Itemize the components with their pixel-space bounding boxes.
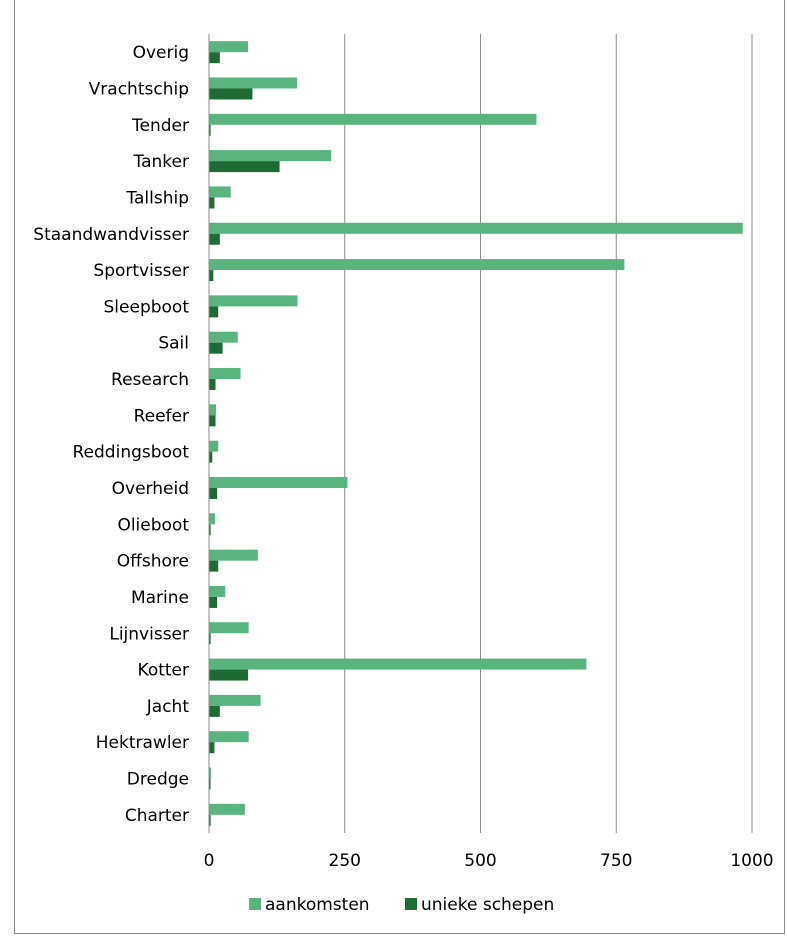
bar-aankomsten	[209, 41, 249, 53]
category-label: Tender	[131, 116, 189, 136]
bar-unieke-schepen	[209, 669, 249, 681]
bar-aankomsten	[209, 222, 743, 234]
bar-aankomsten	[209, 259, 625, 271]
bar-unieke-schepen	[209, 197, 215, 209]
bar-unieke-schepen	[209, 560, 219, 572]
bar-aankomsten	[209, 440, 219, 452]
bar-unieke-schepen	[209, 487, 218, 499]
category-label: Vrachtschip	[89, 79, 189, 99]
x-tick-label: 0	[204, 851, 215, 871]
x-tick-label: 1000	[730, 851, 773, 871]
bar-aankomsten	[209, 404, 217, 416]
category-label: Charter	[125, 806, 189, 826]
category-label: Marine	[131, 588, 189, 608]
bar-unieke-schepen	[209, 342, 223, 354]
bar-aankomsten	[209, 767, 212, 779]
bar-aankomsten	[209, 368, 241, 380]
category-label: Overig	[133, 43, 189, 63]
bar-aankomsten	[209, 476, 348, 488]
category-label: Hektrawler	[96, 733, 189, 753]
category-label: Sleepboot	[104, 297, 190, 317]
category-label: Reefer	[134, 406, 189, 426]
category-label: Jacht	[146, 697, 190, 717]
bar-aankomsten	[209, 622, 249, 634]
category-label: Research	[111, 370, 189, 390]
bar-aankomsten	[209, 331, 238, 343]
bar-aankomsten	[209, 113, 537, 125]
bar-unieke-schepen	[209, 705, 220, 717]
category-label: Tanker	[133, 152, 189, 172]
bar-aankomsten	[209, 513, 215, 525]
category-label: Reddingsboot	[73, 443, 190, 463]
category-label: Staandwandvisser	[33, 225, 189, 245]
bar-aankomsten	[209, 658, 587, 670]
chart-frame	[14, 0, 785, 934]
bar-unieke-schepen	[209, 415, 216, 427]
category-label: Tallship	[125, 188, 189, 208]
bar-aankomsten	[209, 803, 245, 815]
bar-unieke-schepen	[209, 88, 253, 100]
bar-unieke-schepen	[209, 778, 211, 790]
bar-aankomsten	[209, 585, 226, 597]
bar-unieke-schepen	[209, 161, 280, 173]
category-label: Sail	[158, 334, 189, 354]
x-tick-label: 750	[600, 851, 632, 871]
bar-aankomsten	[209, 77, 297, 89]
bar-unieke-schepen	[209, 270, 214, 282]
bar-aankomsten	[209, 150, 332, 162]
category-label: Overheid	[112, 479, 189, 499]
category-label: Offshore	[117, 552, 189, 572]
category-label: Olieboot	[117, 515, 189, 535]
bar-unieke-schepen	[209, 379, 216, 391]
bar-aankomsten	[209, 295, 298, 307]
category-label: Kotter	[138, 661, 189, 681]
legend-swatch-unieke-schepen	[405, 898, 417, 910]
legend-label: unieke schepen	[421, 895, 554, 915]
legend-label: aankomsten	[265, 895, 370, 915]
bar-aankomsten	[209, 549, 258, 561]
x-tick-label: 250	[329, 851, 361, 871]
bar-unieke-schepen	[209, 814, 211, 826]
bar-unieke-schepen	[209, 233, 220, 245]
bar-aankomsten	[209, 694, 261, 706]
bar-aankomsten	[209, 186, 231, 198]
bar-unieke-schepen	[209, 742, 215, 754]
category-label: Dredge	[127, 770, 189, 790]
bar-unieke-schepen	[209, 451, 213, 463]
bar-aankomsten	[209, 731, 249, 743]
bar-unieke-schepen	[209, 596, 218, 608]
bar-unieke-schepen	[209, 524, 211, 536]
category-label: Sportvisser	[93, 261, 189, 281]
bar-unieke-schepen	[209, 124, 211, 136]
bar-unieke-schepen	[209, 306, 219, 318]
category-label: Lijnvisser	[109, 624, 189, 644]
bar-unieke-schepen	[209, 633, 211, 645]
legend-swatch-aankomsten	[249, 898, 261, 910]
bar-unieke-schepen	[209, 52, 220, 64]
x-tick-label: 500	[464, 851, 496, 871]
